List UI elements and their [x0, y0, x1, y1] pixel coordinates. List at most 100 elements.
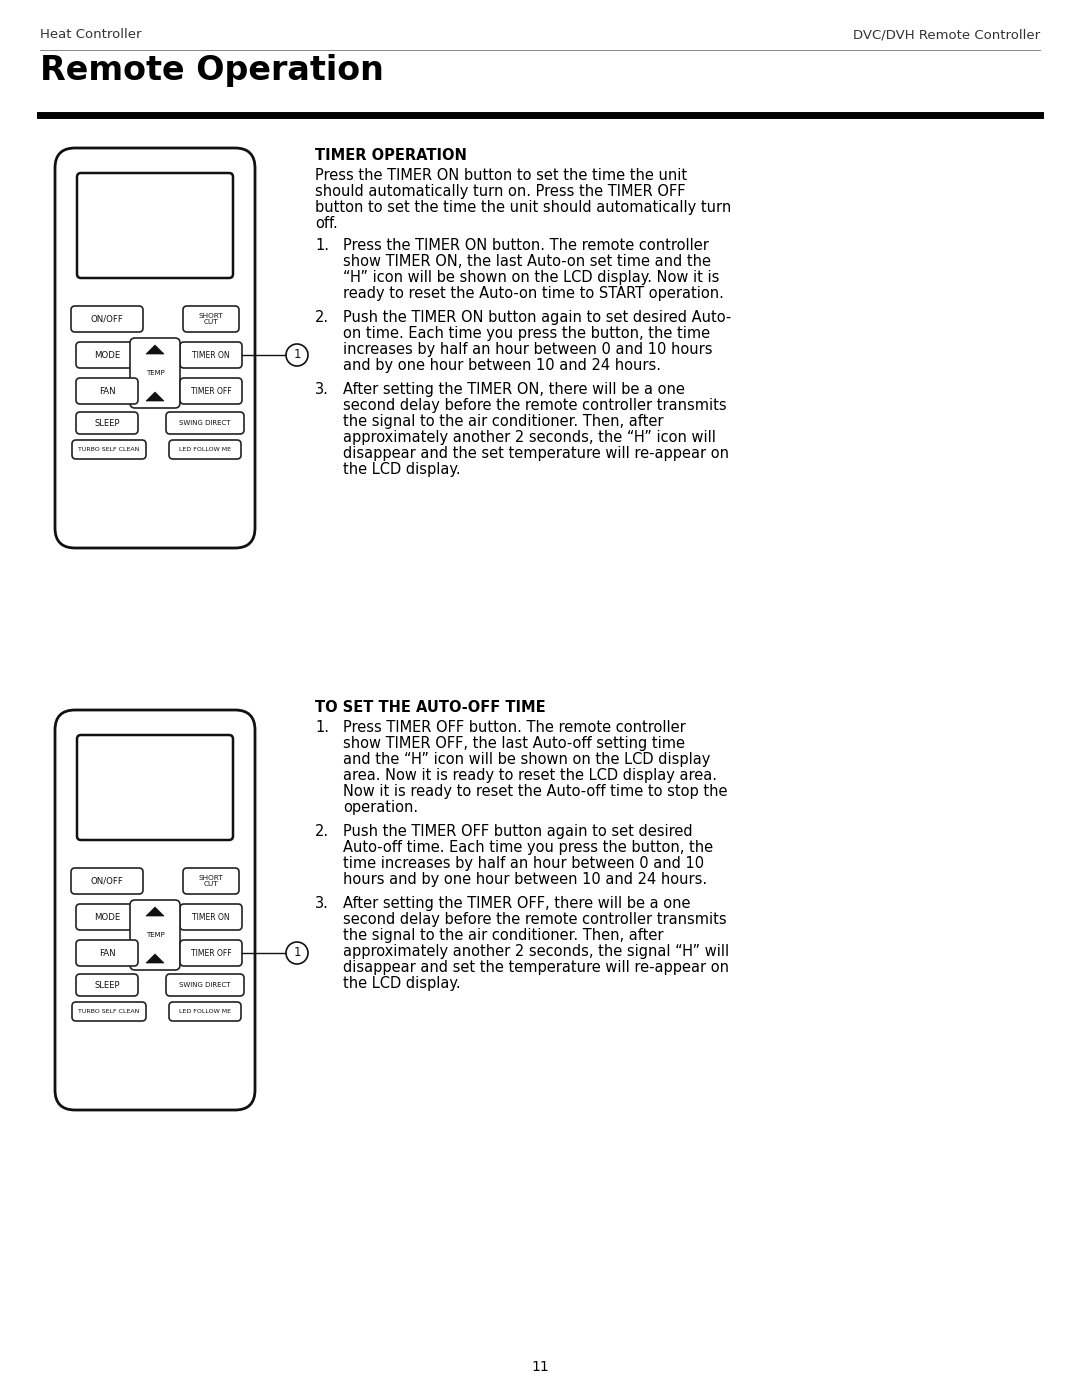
FancyBboxPatch shape: [77, 735, 233, 840]
Text: MODE: MODE: [94, 351, 120, 359]
Text: SLEEP: SLEEP: [94, 981, 120, 989]
Text: TIMER OFF: TIMER OFF: [191, 949, 231, 957]
Text: TIMER OFF: TIMER OFF: [191, 387, 231, 395]
FancyBboxPatch shape: [76, 342, 138, 367]
FancyBboxPatch shape: [71, 306, 143, 332]
Text: SHORT
CUT: SHORT CUT: [199, 313, 224, 326]
Text: TEMP: TEMP: [146, 932, 164, 937]
Text: SWING DIRECT: SWING DIRECT: [179, 982, 231, 988]
Text: 1.: 1.: [315, 237, 329, 253]
Text: “H” icon will be shown on the LCD display. Now it is: “H” icon will be shown on the LCD displa…: [343, 270, 719, 285]
FancyBboxPatch shape: [183, 868, 239, 894]
FancyBboxPatch shape: [71, 868, 143, 894]
FancyBboxPatch shape: [180, 379, 242, 404]
Polygon shape: [146, 345, 164, 353]
Text: second delay before the remote controller transmits: second delay before the remote controlle…: [343, 398, 727, 414]
Text: should automatically turn on. Press the TIMER OFF: should automatically turn on. Press the …: [315, 184, 686, 198]
Text: the signal to the air conditioner. Then, after: the signal to the air conditioner. Then,…: [343, 414, 663, 429]
Text: the signal to the air conditioner. Then, after: the signal to the air conditioner. Then,…: [343, 928, 663, 943]
Text: FAN: FAN: [98, 949, 116, 957]
Text: approximately another 2 seconds, the signal “H” will: approximately another 2 seconds, the sig…: [343, 944, 729, 958]
FancyBboxPatch shape: [168, 1002, 241, 1021]
Text: off.: off.: [315, 217, 338, 231]
FancyBboxPatch shape: [76, 940, 138, 965]
Text: TIMER ON: TIMER ON: [192, 912, 230, 922]
Text: DVC/DVH Remote Controller: DVC/DVH Remote Controller: [853, 28, 1040, 41]
FancyBboxPatch shape: [72, 440, 146, 460]
Text: ON/OFF: ON/OFF: [91, 314, 123, 324]
Text: Press the TIMER ON button to set the time the unit: Press the TIMER ON button to set the tim…: [315, 168, 687, 183]
FancyBboxPatch shape: [55, 710, 255, 1111]
Text: Push the TIMER OFF button again to set desired: Push the TIMER OFF button again to set d…: [343, 824, 692, 840]
Text: SWING DIRECT: SWING DIRECT: [179, 420, 231, 426]
Text: SHORT
CUT: SHORT CUT: [199, 875, 224, 887]
Text: SLEEP: SLEEP: [94, 419, 120, 427]
Text: LED FOLLOW ME: LED FOLLOW ME: [179, 1009, 231, 1014]
Text: and the “H” icon will be shown on the LCD display: and the “H” icon will be shown on the LC…: [343, 752, 711, 767]
Text: Press the TIMER ON button. The remote controller: Press the TIMER ON button. The remote co…: [343, 237, 708, 253]
FancyBboxPatch shape: [76, 412, 138, 434]
Polygon shape: [146, 393, 164, 401]
Text: LED FOLLOW ME: LED FOLLOW ME: [179, 447, 231, 453]
Text: area. Now it is ready to reset the LCD display area.: area. Now it is ready to reset the LCD d…: [343, 768, 717, 782]
FancyBboxPatch shape: [55, 148, 255, 548]
Text: and by one hour between 10 and 24 hours.: and by one hour between 10 and 24 hours.: [343, 358, 661, 373]
Text: 1.: 1.: [315, 719, 329, 735]
Polygon shape: [146, 907, 164, 916]
Text: the LCD display.: the LCD display.: [343, 462, 461, 476]
FancyBboxPatch shape: [76, 904, 138, 930]
FancyBboxPatch shape: [77, 173, 233, 278]
Text: hours and by one hour between 10 and 24 hours.: hours and by one hour between 10 and 24 …: [343, 872, 707, 887]
Text: on time. Each time you press the button, the time: on time. Each time you press the button,…: [343, 326, 711, 341]
Text: 1: 1: [294, 947, 300, 960]
Text: 3.: 3.: [315, 381, 329, 397]
Text: 2.: 2.: [315, 310, 329, 326]
Text: TIMER ON: TIMER ON: [192, 351, 230, 359]
Text: second delay before the remote controller transmits: second delay before the remote controlle…: [343, 912, 727, 928]
Text: 3.: 3.: [315, 895, 329, 911]
Text: Heat Controller: Heat Controller: [40, 28, 141, 41]
FancyBboxPatch shape: [180, 940, 242, 965]
Text: After setting the TIMER ON, there will be a one: After setting the TIMER ON, there will b…: [343, 381, 685, 397]
FancyBboxPatch shape: [180, 342, 242, 367]
Text: disappear and set the temperature will re-appear on: disappear and set the temperature will r…: [343, 960, 729, 975]
Text: 2.: 2.: [315, 824, 329, 840]
FancyBboxPatch shape: [183, 306, 239, 332]
FancyBboxPatch shape: [130, 338, 180, 408]
Text: After setting the TIMER OFF, there will be a one: After setting the TIMER OFF, there will …: [343, 895, 690, 911]
Text: TURBO SELF CLEAN: TURBO SELF CLEAN: [79, 1009, 139, 1014]
FancyBboxPatch shape: [166, 974, 244, 996]
FancyBboxPatch shape: [72, 1002, 146, 1021]
Text: Remote Operation: Remote Operation: [40, 54, 383, 87]
FancyBboxPatch shape: [166, 412, 244, 434]
Text: FAN: FAN: [98, 387, 116, 395]
Text: Press TIMER OFF button. The remote controller: Press TIMER OFF button. The remote contr…: [343, 719, 686, 735]
Text: operation.: operation.: [343, 800, 418, 814]
Text: show TIMER OFF, the last Auto-off setting time: show TIMER OFF, the last Auto-off settin…: [343, 736, 685, 752]
Polygon shape: [146, 954, 164, 963]
Text: 11: 11: [531, 1361, 549, 1375]
FancyBboxPatch shape: [76, 974, 138, 996]
Text: increases by half an hour between 0 and 10 hours: increases by half an hour between 0 and …: [343, 342, 713, 358]
Text: Now it is ready to reset the Auto-off time to stop the: Now it is ready to reset the Auto-off ti…: [343, 784, 728, 799]
Text: 1: 1: [294, 348, 300, 362]
Text: MODE: MODE: [94, 912, 120, 922]
Text: ready to reset the Auto-on time to START operation.: ready to reset the Auto-on time to START…: [343, 286, 724, 300]
Text: button to set the time the unit should automatically turn: button to set the time the unit should a…: [315, 200, 731, 215]
Text: TIMER OPERATION: TIMER OPERATION: [315, 148, 467, 163]
Text: TO SET THE AUTO-OFF TIME: TO SET THE AUTO-OFF TIME: [315, 700, 545, 715]
Text: TEMP: TEMP: [146, 370, 164, 376]
Text: time increases by half an hour between 0 and 10: time increases by half an hour between 0…: [343, 856, 704, 870]
FancyBboxPatch shape: [180, 904, 242, 930]
Text: approximately another 2 seconds, the “H” icon will: approximately another 2 seconds, the “H”…: [343, 430, 716, 446]
FancyBboxPatch shape: [76, 379, 138, 404]
Text: TURBO SELF CLEAN: TURBO SELF CLEAN: [79, 447, 139, 453]
Text: Auto-off time. Each time you press the button, the: Auto-off time. Each time you press the b…: [343, 840, 713, 855]
Text: ON/OFF: ON/OFF: [91, 876, 123, 886]
Text: disappear and the set temperature will re-appear on: disappear and the set temperature will r…: [343, 446, 729, 461]
FancyBboxPatch shape: [130, 900, 180, 970]
FancyBboxPatch shape: [168, 440, 241, 460]
Text: Push the TIMER ON button again to set desired Auto-: Push the TIMER ON button again to set de…: [343, 310, 731, 326]
Text: the LCD display.: the LCD display.: [343, 977, 461, 990]
Text: show TIMER ON, the last Auto-on set time and the: show TIMER ON, the last Auto-on set time…: [343, 254, 711, 270]
